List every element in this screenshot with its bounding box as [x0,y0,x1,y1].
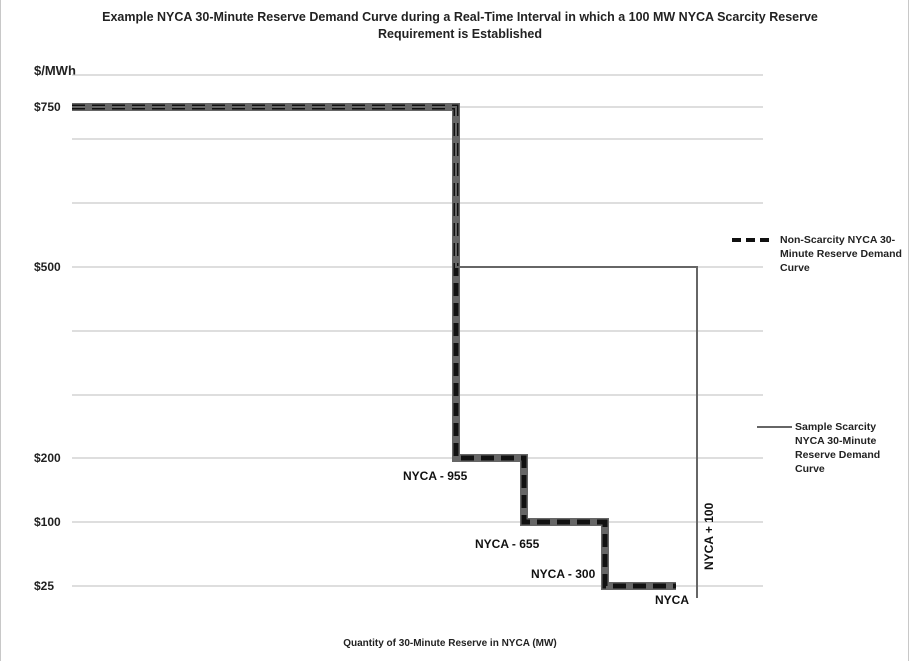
series-non-scarcity-halo [72,103,676,590]
x-point-label: NYCA [655,593,689,607]
y-tick-label: $100 [34,515,61,529]
y-tick-label: $750 [34,100,61,114]
series-scarcity-line [72,106,698,598]
series-non-scarcity-line [72,104,676,589]
y-tick-label: $200 [34,451,61,465]
y-tick-label: $500 [34,260,61,274]
x-axis-label: Quantity of 30-Minute Reserve in NYCA (M… [343,638,557,649]
y-axis-label: $/MWh [34,63,76,78]
legend-label-scarcity: Sample Scarcity NYCA 30-Minute Reserve D… [795,421,881,475]
legend-label-non-scarcity: Non-Scarcity NYCA 30-Minute Reserve Dema… [780,234,902,274]
y-tick-label: $25 [34,579,54,593]
x-point-label: NYCA - 955 [403,469,468,483]
x-point-label: NYCA + 100 [702,502,716,570]
chart-title: Example NYCA 30-Minute Reserve Demand Cu… [102,10,818,41]
x-point-label: NYCA - 300 [531,567,596,581]
x-point-label: NYCA - 655 [475,537,540,551]
